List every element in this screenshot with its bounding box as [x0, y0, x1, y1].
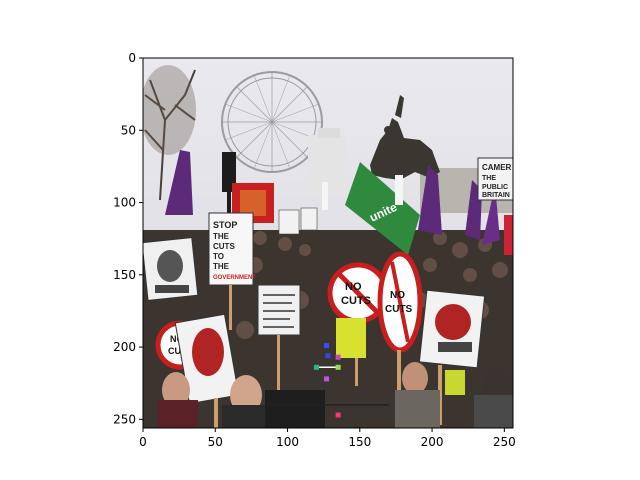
y-tick-label: 150: [113, 268, 136, 282]
keypoint-marker: [324, 343, 330, 349]
svg-text:PUBLIC: PUBLIC: [482, 184, 508, 191]
svg-text:BRITAIN: BRITAIN: [482, 192, 510, 199]
svg-text:NO: NO: [390, 290, 405, 301]
axes-frame: [142, 57, 514, 429]
tree: [144, 69, 196, 201]
keypoint-marker: [335, 364, 341, 370]
svg-text:CUTS: CUTS: [341, 295, 371, 307]
x-tick-label: 50: [208, 435, 223, 449]
photo-placard: [143, 237, 199, 302]
keypoint-marker: [325, 353, 331, 359]
photo: unite CAMER THE PUBLIC BRITAIN STOP THE …: [143, 58, 513, 428]
keypoint-marker: [335, 354, 341, 360]
no-cuts-sign-2: NO CUTS: [377, 251, 423, 425]
x-axis: 0 50 100 150 200 250: [139, 428, 516, 449]
svg-text:STOP: STOP: [213, 220, 237, 230]
svg-text:CUTS: CUTS: [213, 242, 235, 251]
svg-text:TO: TO: [213, 252, 224, 261]
y-tick-label: 100: [113, 196, 136, 210]
svg-text:GOVERNMENT: GOVERNMENT: [213, 275, 256, 281]
camera-sign: CAMER THE PUBLIC BRITAIN: [477, 157, 513, 201]
y-tick-label: 250: [113, 412, 136, 426]
svg-text:CAMER: CAMER: [482, 163, 512, 172]
purple-flag: [165, 150, 193, 215]
x-tick-label: 100: [276, 435, 299, 449]
keypoint-marker: [335, 412, 341, 418]
yellow-vest: [336, 318, 366, 358]
y-axis: 0 50 100 150 200 250: [113, 51, 143, 426]
y-tick-label: 0: [128, 51, 136, 65]
stop-sign: STOP THE CUTS TO THE GOVERNMENT: [208, 212, 256, 330]
ferris-wheel: [221, 71, 323, 173]
red-poster-placard: [174, 313, 240, 428]
y-tick-label: 200: [113, 340, 136, 354]
leaflet-placard: [257, 284, 301, 395]
unite-flag: unite: [345, 162, 420, 255]
keypoint-marker: [324, 376, 330, 382]
svg-text:THE: THE: [213, 262, 230, 271]
face: [162, 372, 190, 408]
keypoint-overlay: [268, 343, 389, 418]
svg-text:CUTS: CUTS: [385, 304, 413, 315]
keypoint-marker: [313, 364, 319, 370]
statue: [370, 95, 440, 180]
svg-text:NO: NO: [170, 334, 184, 344]
x-tick-label: 250: [493, 435, 516, 449]
svg-text:THE: THE: [482, 175, 496, 182]
x-tick-label: 200: [421, 435, 444, 449]
traffic-light: [222, 152, 236, 192]
svg-text:THE: THE: [213, 232, 230, 241]
x-tick-label: 0: [139, 435, 147, 449]
svg-text:NO: NO: [345, 281, 362, 293]
y-tick-label: 50: [121, 123, 136, 137]
x-tick-label: 150: [348, 435, 371, 449]
